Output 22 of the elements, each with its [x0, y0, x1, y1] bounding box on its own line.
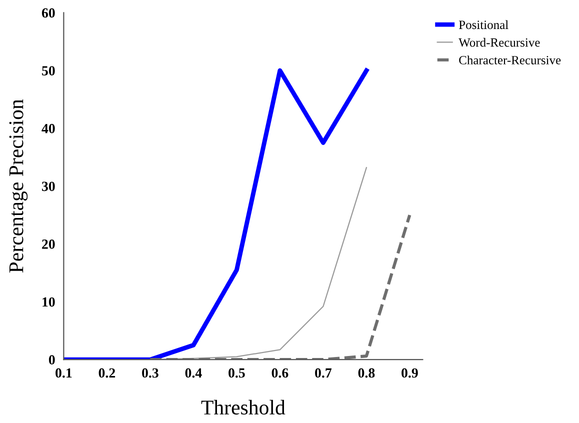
x-axis-title: Threshold: [201, 400, 286, 415]
y-tick-label: 60: [42, 8, 55, 18]
y-tick-label: 30: [42, 182, 55, 192]
x-tick-label: 0.7: [315, 368, 332, 378]
y-tick-label: 50: [42, 66, 55, 76]
y-tick-label: 20: [42, 240, 55, 249]
legend-label: Character-Recursive: [459, 56, 561, 64]
legend-label: Word-Recursive: [458, 38, 540, 47]
x-tick-label: 0.5: [228, 368, 245, 378]
y-tick-label: 40: [42, 124, 55, 134]
y-axis-title: Percentage Precision: [9, 99, 28, 273]
line-series: [64, 68, 369, 360]
x-tick-label: 0.6: [272, 368, 288, 378]
legend-label: Positional: [458, 20, 508, 30]
y-tick-label: 0: [48, 355, 55, 365]
x-tick-label: 0.8: [358, 368, 375, 378]
x-tick-label: 0.2: [98, 368, 116, 378]
x-tick-label: 0.4: [185, 368, 202, 378]
y-tick-label: 10: [42, 297, 55, 307]
x-tick-label: 0.3: [142, 368, 158, 378]
x-tick-label: 0.9: [402, 368, 418, 378]
x-tick-label: 0.1: [56, 368, 72, 378]
